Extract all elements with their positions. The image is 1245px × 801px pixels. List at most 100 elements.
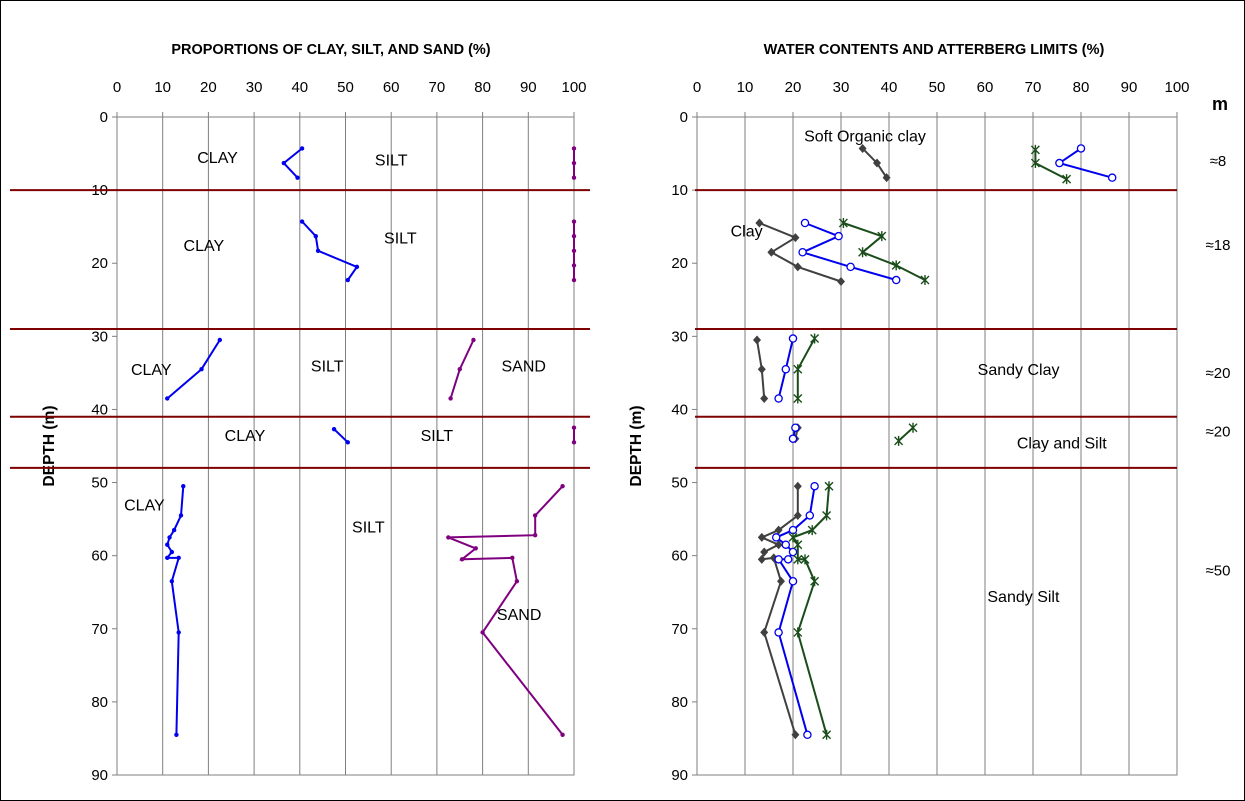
left-data-point: [532, 532, 538, 538]
right-data-point: [908, 422, 918, 433]
right-data-point: [774, 628, 783, 637]
left-y-tick-label: 20: [91, 255, 108, 272]
right-data-point: [894, 435, 904, 446]
left-series-line: [447, 485, 564, 736]
right-data-point: [771, 533, 781, 542]
right-layer-label: Clay: [731, 223, 763, 240]
right-data-point: [800, 218, 810, 228]
left-x-tick-label: 0: [113, 79, 121, 96]
right-data-point: [788, 547, 798, 557]
right-data-point: [1062, 174, 1072, 185]
right-data-point: [822, 510, 832, 521]
left-data-point: [169, 549, 175, 555]
left-x-tick-label: 100: [561, 79, 586, 96]
right-data-point: [793, 262, 802, 272]
left-data-point: [313, 233, 318, 239]
right-y-tick-label: 30: [671, 328, 688, 345]
left-y-tick-label: 50: [91, 475, 108, 492]
left-data-point: [176, 630, 181, 635]
right-data-point: [793, 393, 803, 404]
left-data-point: [571, 146, 577, 151]
layer-thickness-label: ≈18: [1206, 237, 1231, 254]
right-data-point: [788, 532, 798, 543]
right-x-tick-label: 70: [1025, 79, 1042, 96]
left-data-point: [345, 440, 350, 445]
right-x-tick-label: 90: [1121, 79, 1138, 96]
left-data-point: [480, 630, 485, 635]
right-data-point: [760, 627, 769, 637]
right-data-point: [834, 231, 843, 241]
right-y-axis-label: DEPTH (m): [628, 406, 645, 487]
left-layer-label: CLAY: [184, 238, 225, 255]
left-y-tick-label: 70: [91, 621, 108, 638]
right-y-tick-label: 70: [671, 621, 688, 638]
left-data-point: [560, 732, 565, 737]
right-data-point: [838, 218, 848, 229]
right-x-tick-label: 10: [737, 79, 754, 96]
left-data-point: [295, 175, 300, 180]
right-data-point: [807, 525, 817, 536]
right-data-point: [788, 577, 798, 586]
right-data-point: [810, 481, 819, 491]
right-y-tick-label: 50: [671, 475, 688, 492]
right-data-point: [774, 394, 783, 403]
right-y-tick-label: 20: [671, 255, 688, 272]
right-data-point: [891, 275, 901, 285]
left-data-point: [571, 219, 577, 224]
right-y-tick-label: 80: [671, 694, 688, 711]
left-x-tick-label: 30: [246, 79, 263, 96]
right-data-point: [760, 393, 769, 403]
left-y-tick-label: 80: [91, 694, 108, 711]
left-layer-label: SAND: [497, 607, 541, 624]
left-x-tick-label: 70: [429, 79, 446, 96]
right-data-point: [793, 627, 803, 638]
right-data-point: [824, 481, 834, 492]
right-series-line: [774, 486, 816, 736]
left-data-point: [345, 277, 350, 283]
right-data-point: [803, 730, 812, 740]
left-data-point: [315, 248, 321, 253]
left-data-point: [354, 264, 360, 270]
right-y-tick-label: 40: [671, 401, 688, 418]
right-chart-title: WATER CONTENTS AND ATTERBERG LIMITS (%): [764, 42, 1105, 58]
left-layer-label: SAND: [502, 359, 546, 376]
right-x-tick-label: 40: [881, 79, 898, 96]
left-chart-title: PROPORTIONS OF CLAY, SILT, AND SAND (%): [171, 42, 490, 58]
right-data-point: [1030, 158, 1040, 169]
left-data-point: [299, 146, 305, 151]
left-series-line: [301, 220, 359, 281]
left-data-point: [281, 160, 287, 166]
right-series-line: [796, 338, 816, 399]
right-data-point: [757, 554, 766, 564]
left-data-point: [571, 440, 577, 445]
right-series-line: [1057, 147, 1113, 179]
left-y-tick-label: 30: [91, 328, 108, 345]
left-data-point: [473, 546, 478, 551]
left-data-point: [178, 513, 184, 518]
right-series-line: [791, 486, 830, 736]
left-x-tick-label: 90: [520, 79, 537, 96]
left-y-tick-label: 0: [100, 109, 108, 126]
left-data-point: [181, 484, 186, 489]
left-data-point: [165, 396, 170, 401]
right-data-point: [810, 576, 820, 587]
right-y-tick-label: 0: [680, 109, 688, 126]
right-data-point: [920, 275, 930, 286]
thickness-unit-label: m: [1212, 94, 1228, 114]
left-layer-label: SILT: [375, 152, 408, 169]
right-data-point: [793, 364, 803, 375]
left-data-point: [471, 337, 476, 343]
left-y-tick-label: 40: [91, 401, 108, 418]
right-series-line: [843, 222, 926, 281]
left-data-point: [457, 367, 462, 372]
left-layer-label: SILT: [311, 359, 344, 376]
right-data-point: [891, 260, 901, 271]
left-data-point: [459, 557, 465, 562]
right-x-tick-label: 80: [1073, 79, 1090, 96]
right-data-point: [767, 247, 776, 257]
right-data-point: [810, 333, 820, 344]
right-data-point: [791, 423, 800, 432]
left-data-point: [510, 555, 515, 561]
left-layer-label: SILT: [421, 428, 454, 445]
left-layer-label: CLAY: [225, 428, 266, 445]
